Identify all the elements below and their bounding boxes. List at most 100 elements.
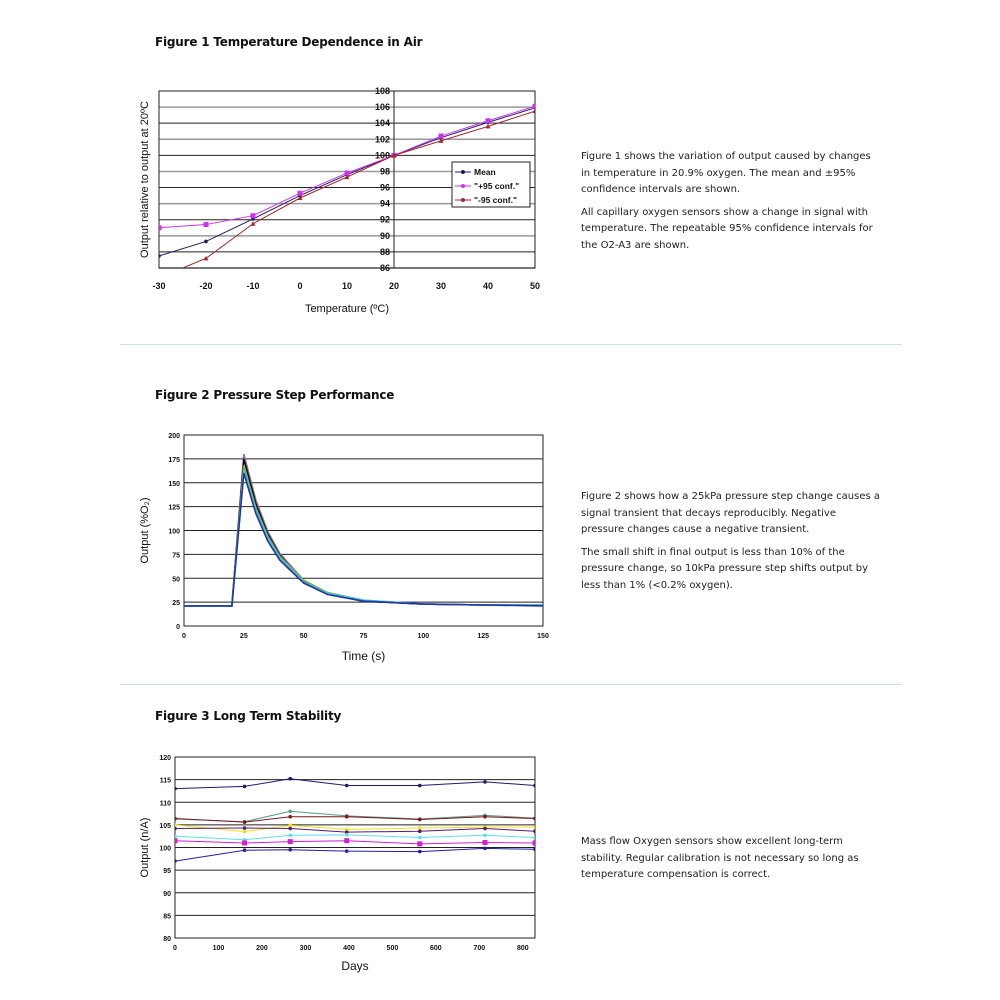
x-tick-label: -10 bbox=[246, 281, 259, 291]
paragraph: Figure 2 shows how a 25kPa pressure step… bbox=[581, 491, 881, 535]
data-point bbox=[391, 152, 397, 158]
y-tick-label: 100 bbox=[168, 529, 180, 536]
legend-label: "-95 conf." bbox=[474, 195, 517, 205]
data-point bbox=[417, 826, 422, 830]
data-point bbox=[417, 841, 423, 847]
y-tick-label: 94 bbox=[380, 199, 390, 209]
paragraph: All capillary oxygen sensors show a chan… bbox=[581, 206, 873, 251]
data-point bbox=[242, 829, 247, 834]
data-point bbox=[175, 859, 177, 863]
x-tick-label: 0 bbox=[173, 945, 177, 952]
x-tick-label: 600 bbox=[430, 945, 442, 952]
series-group bbox=[159, 103, 535, 268]
data-point bbox=[288, 809, 293, 814]
figure-1-description: Figure 1 shows the variation of output c… bbox=[581, 149, 881, 260]
y-tick-label: 95 bbox=[163, 868, 171, 875]
figure-2-description: Figure 2 shows how a 25kPa pressure step… bbox=[581, 489, 881, 600]
x-axis-label: Time (s) bbox=[342, 649, 386, 663]
x-tick-label: 50 bbox=[300, 633, 308, 640]
y-tick-label: 75 bbox=[172, 552, 180, 559]
data-point bbox=[533, 829, 535, 834]
data-point bbox=[175, 834, 177, 838]
y-tick-label: 92 bbox=[380, 215, 390, 225]
series-line bbox=[175, 847, 535, 862]
data-point bbox=[288, 823, 293, 828]
x-tick-label: 150 bbox=[537, 633, 549, 640]
y-tick-label: 90 bbox=[380, 231, 390, 241]
data-point bbox=[417, 835, 422, 840]
x-tick-label: 400 bbox=[343, 945, 355, 952]
x-tick-label: -30 bbox=[152, 281, 165, 291]
data-point bbox=[483, 826, 487, 831]
data-point bbox=[175, 838, 178, 844]
y-tick-label: 80 bbox=[163, 936, 171, 943]
data-point bbox=[242, 820, 247, 824]
x-tick-label: 800 bbox=[517, 945, 529, 952]
series-line bbox=[175, 778, 535, 790]
data-point bbox=[175, 786, 177, 791]
y-axis-label: Output relative to output at 20ºC bbox=[139, 101, 151, 258]
data-point bbox=[483, 814, 487, 819]
y-tick-label: 125 bbox=[168, 505, 180, 512]
y-tick-label: 175 bbox=[168, 457, 180, 464]
data-point bbox=[288, 776, 293, 781]
data-point bbox=[483, 780, 487, 784]
data-point bbox=[159, 254, 161, 258]
section-divider bbox=[120, 344, 902, 345]
data-point bbox=[344, 827, 349, 832]
paragraph: The small shift in final output is less … bbox=[581, 546, 869, 591]
series-group bbox=[184, 453, 543, 607]
y-tick-label: 110 bbox=[160, 800, 171, 807]
x-tick-label: 0 bbox=[182, 633, 186, 640]
figure-3-description: Mass flow Oxygen sensors show excellent … bbox=[581, 834, 881, 890]
series-line bbox=[175, 840, 535, 845]
legend-marker bbox=[461, 184, 465, 188]
data-point bbox=[533, 816, 535, 821]
y-tick-label: 90 bbox=[163, 891, 171, 898]
y-axis-label: Output (n/A) bbox=[139, 818, 151, 878]
x-tick-label: 10 bbox=[342, 281, 352, 291]
data-point bbox=[288, 826, 293, 831]
data-point bbox=[533, 835, 535, 840]
data-point bbox=[344, 814, 349, 819]
data-point bbox=[344, 830, 349, 834]
legend: Mean "+95 conf." "-95 conf." bbox=[451, 161, 531, 208]
x-tick-label: 700 bbox=[474, 945, 486, 952]
x-tick-label: -20 bbox=[199, 281, 212, 291]
y-tick-label: 115 bbox=[160, 778, 171, 785]
y-tick-label: 100 bbox=[375, 150, 390, 160]
y-tick-label: 100 bbox=[159, 846, 171, 853]
paragraph: Figure 1 shows the variation of output c… bbox=[581, 151, 871, 195]
x-tick-label: 0 bbox=[297, 281, 302, 291]
y-tick-label: 150 bbox=[168, 481, 180, 488]
data-point bbox=[417, 783, 422, 788]
data-point bbox=[482, 840, 488, 846]
figure-3-chart: 80 85 90 95 100 105 110 115 120 0 100 200 300 400 500 6… bbox=[139, 755, 536, 973]
legend-marker bbox=[461, 170, 465, 174]
data-point bbox=[175, 816, 177, 821]
data-point bbox=[159, 225, 162, 231]
y-tick-label: 104 bbox=[375, 118, 390, 128]
data-point bbox=[483, 846, 487, 851]
data-point bbox=[344, 849, 349, 853]
data-point bbox=[344, 783, 349, 788]
data-point bbox=[533, 847, 535, 852]
y-tick-label: 105 bbox=[159, 823, 171, 830]
data-point bbox=[344, 833, 349, 837]
data-point bbox=[533, 783, 535, 788]
y-tick-label: 85 bbox=[163, 913, 171, 920]
data-point bbox=[297, 195, 303, 201]
x-tick-label: 300 bbox=[300, 945, 312, 952]
data-point bbox=[483, 833, 487, 838]
data-point bbox=[485, 118, 491, 124]
y-tick-label: 98 bbox=[380, 166, 390, 176]
x-tick-label: 200 bbox=[256, 945, 268, 952]
y-tick-label: 102 bbox=[375, 134, 390, 144]
data-point bbox=[203, 255, 209, 261]
x-tick-label: 75 bbox=[360, 633, 368, 640]
data-point bbox=[242, 784, 247, 789]
x-tick-label: 100 bbox=[213, 945, 225, 952]
data-point bbox=[417, 849, 422, 854]
